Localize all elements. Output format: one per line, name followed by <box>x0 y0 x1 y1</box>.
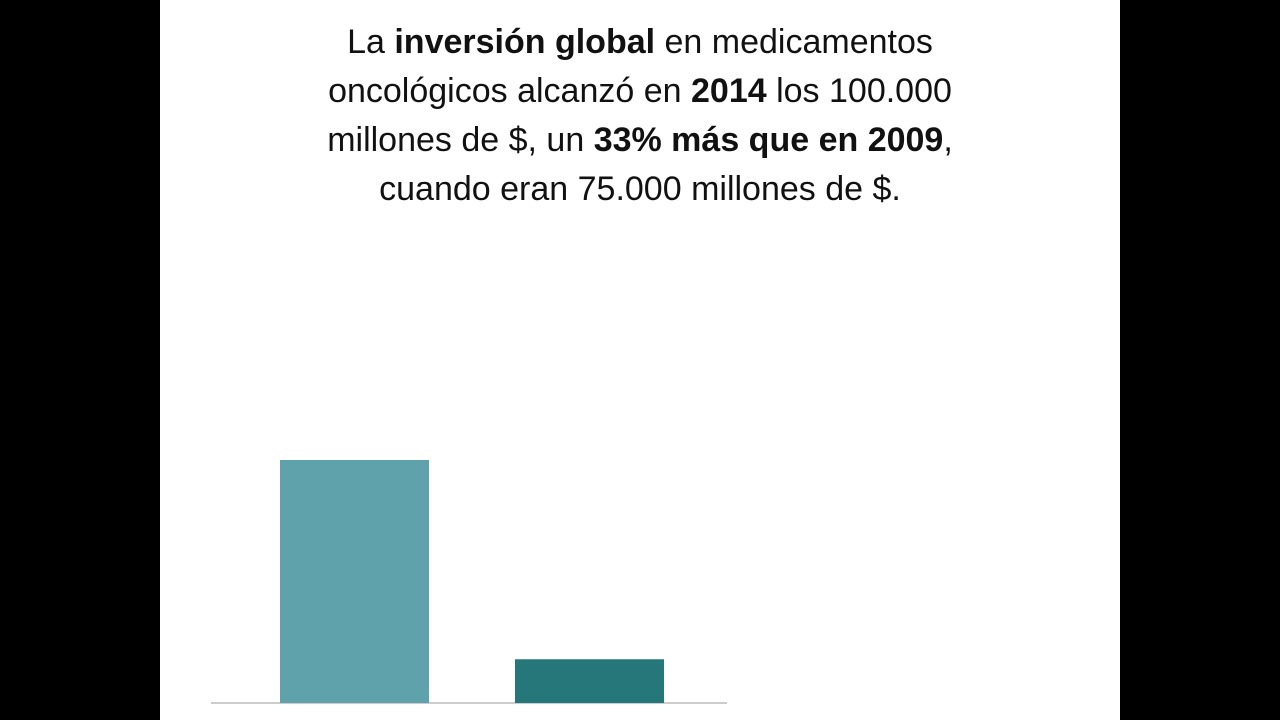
title-text: los 100.000 <box>766 72 952 110</box>
panel: La inversión global en medicamentos oncol… <box>160 0 1120 720</box>
bar <box>280 460 429 703</box>
title-text: en medicamentos <box>655 23 933 61</box>
title-text: , <box>943 121 953 159</box>
title-text: La <box>347 23 395 61</box>
title-line: oncológicos alcanzó en 2014 los 100.000 <box>160 67 1120 116</box>
title-line: cuando eran 75.000 millones de $. <box>160 165 1120 214</box>
chart <box>211 460 727 704</box>
title-bold-text: 33% más que en 2009 <box>593 121 944 159</box>
title-bold-text: 2014 <box>691 72 767 110</box>
title-text: millones de $, un <box>327 121 594 159</box>
chart-title: La inversión global en medicamentos oncol… <box>160 18 1120 214</box>
title-line: millones de $, un 33% más que en 2009, <box>160 116 1120 165</box>
title-bold-text: inversión global <box>394 23 656 61</box>
title-text: cuando eran 75.000 millones de $. <box>379 170 901 208</box>
bar <box>515 659 664 703</box>
title-text: oncológicos alcanzó en <box>328 72 691 110</box>
title-line: La inversión global en medicamentos <box>160 18 1120 67</box>
